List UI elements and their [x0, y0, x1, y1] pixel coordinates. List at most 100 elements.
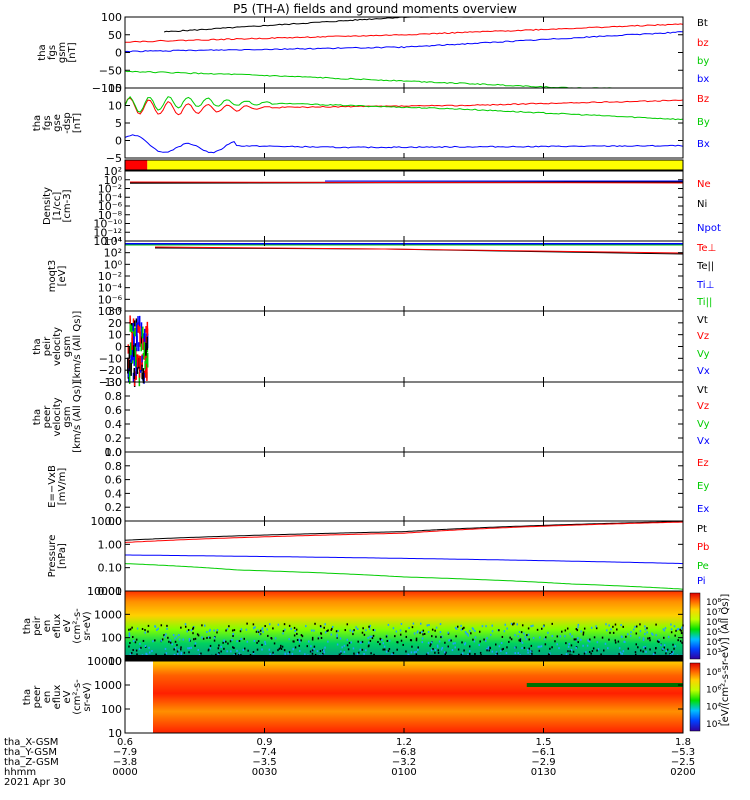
y-tick-label: 10⁻¹⁰ — [93, 218, 122, 231]
spectrogram-pixel — [157, 627, 159, 630]
series-line-bx — [124, 31, 684, 53]
spectrogram-pixel — [639, 623, 641, 626]
y-tick-label: 0 — [115, 341, 122, 354]
spectrogram-pixel — [680, 627, 683, 630]
y-axis-label: [km/s (All Qs)] — [72, 381, 83, 453]
y-tick-label: 10⁻⁸ — [98, 305, 123, 318]
spectrogram-pixel — [344, 629, 347, 632]
spectrogram-pixel — [629, 634, 632, 637]
velocity-spike — [133, 355, 136, 366]
spectrogram-pixel — [180, 651, 183, 654]
spectrogram-pixel — [231, 629, 234, 632]
spectrogram-pixel — [367, 645, 370, 648]
spectrogram-pixel — [257, 629, 259, 632]
series-line-Pi — [125, 554, 684, 565]
series-line-Bz — [124, 97, 684, 116]
y-axis-label: peir — [42, 336, 53, 356]
spectrogram-pixel — [294, 630, 297, 633]
spectrogram-pixel — [293, 626, 296, 629]
spectrogram-pixel — [258, 633, 261, 636]
legend-Vx: Vx — [697, 366, 710, 377]
spectrogram-pixel — [620, 624, 622, 627]
spectrogram-pixel — [410, 639, 413, 642]
spectrogram-pixel — [311, 636, 314, 639]
spectrogram-pixel — [206, 631, 208, 634]
spectrogram-pixel — [186, 630, 188, 633]
spectrogram-pixel — [634, 653, 637, 656]
colorbar-tick-label: 10⁶ — [706, 685, 721, 695]
spectrogram-pixel — [488, 649, 490, 652]
legend-Pi: Pi — [697, 576, 706, 587]
spectrogram-pixel — [642, 650, 644, 653]
velocity-spike — [136, 367, 139, 374]
spectrogram-pixel — [652, 653, 655, 656]
spectrogram-pixel — [369, 635, 371, 638]
spectrogram-pixel — [662, 647, 664, 650]
spectrogram-pixel — [216, 629, 219, 632]
spectrogram-pixel — [128, 633, 131, 636]
y-axis-label: gsm — [62, 406, 73, 427]
spectrogram-pixel — [565, 653, 568, 656]
velocity-spike — [140, 343, 143, 352]
spectrogram-pixel — [510, 622, 513, 625]
y-tick-label: −10 — [99, 352, 122, 365]
spectrogram-pixel — [336, 635, 338, 638]
spectrogram-pixel — [190, 629, 193, 632]
y-tick-label: 10⁻¹² — [93, 226, 122, 239]
spectrogram-pixel — [658, 641, 660, 644]
spectrogram-pixel — [352, 633, 354, 636]
spectrogram-pixel — [369, 639, 372, 642]
y-axis-label: peir — [32, 615, 43, 635]
y-tick-label: 100 — [101, 632, 122, 645]
spectrogram-pixel — [193, 638, 195, 641]
spectrogram-pixel — [590, 652, 592, 655]
spectrogram-pixel — [339, 637, 342, 640]
spectrogram-pixel — [646, 631, 648, 634]
spectrogram-pixel — [455, 635, 457, 638]
spectrogram-pixel — [140, 646, 142, 649]
y-axis-label: [eV] — [57, 266, 68, 287]
velocity-spike — [145, 335, 148, 345]
spectrogram-pixel — [527, 627, 530, 630]
spectrogram-pixel — [240, 628, 243, 631]
spectrogram-pixel — [514, 634, 516, 637]
x-axis-value: −5.3 — [671, 747, 695, 758]
legend-Ni: Ni — [697, 199, 707, 210]
spectrogram-fill — [125, 591, 683, 661]
spectrogram-pixel — [592, 647, 595, 650]
spectrogram-pixel — [645, 650, 647, 653]
spectrogram-pixel — [591, 650, 594, 653]
chart-title: P5 (TH-A) fields and ground moments over… — [233, 2, 517, 16]
spectrogram-pixel — [551, 646, 553, 649]
spectrogram-pixel — [527, 649, 529, 652]
spectrogram-pixel — [238, 639, 241, 642]
spectrogram-pixel — [662, 628, 665, 631]
y-tick-label: 100 — [101, 11, 122, 24]
spectrogram-pixel — [284, 652, 286, 655]
spectrogram-pixel — [216, 631, 218, 634]
spectrogram-pixel — [438, 640, 441, 643]
spectrogram-pixel — [521, 647, 523, 650]
spectrogram-pixel — [304, 653, 306, 656]
velocity-spike — [134, 328, 136, 337]
spectrogram-pixel — [223, 647, 225, 650]
spectrogram-pixel — [355, 626, 357, 629]
spectrogram-pixel — [132, 649, 134, 652]
legend-Vz: Vz — [697, 401, 709, 412]
spectrogram-pixel — [528, 638, 530, 641]
spectrogram-pixel — [180, 653, 183, 656]
y-axis-label: velocity — [52, 397, 63, 436]
spectrogram-pixel — [209, 636, 211, 639]
spectrogram-pixel — [395, 630, 398, 633]
spectrogram-pixel — [656, 640, 659, 643]
spectrogram-pixel — [151, 649, 153, 652]
spectrogram-pixel — [673, 647, 675, 650]
spectrogram-pixel — [131, 626, 133, 629]
spectrogram-pixel — [363, 653, 365, 656]
velocity-spike — [146, 326, 149, 337]
spectrogram-pixel — [365, 649, 367, 652]
velocity-spike — [138, 371, 141, 387]
spectrogram-pixel — [264, 625, 266, 628]
spectrogram-pixel — [664, 627, 667, 630]
